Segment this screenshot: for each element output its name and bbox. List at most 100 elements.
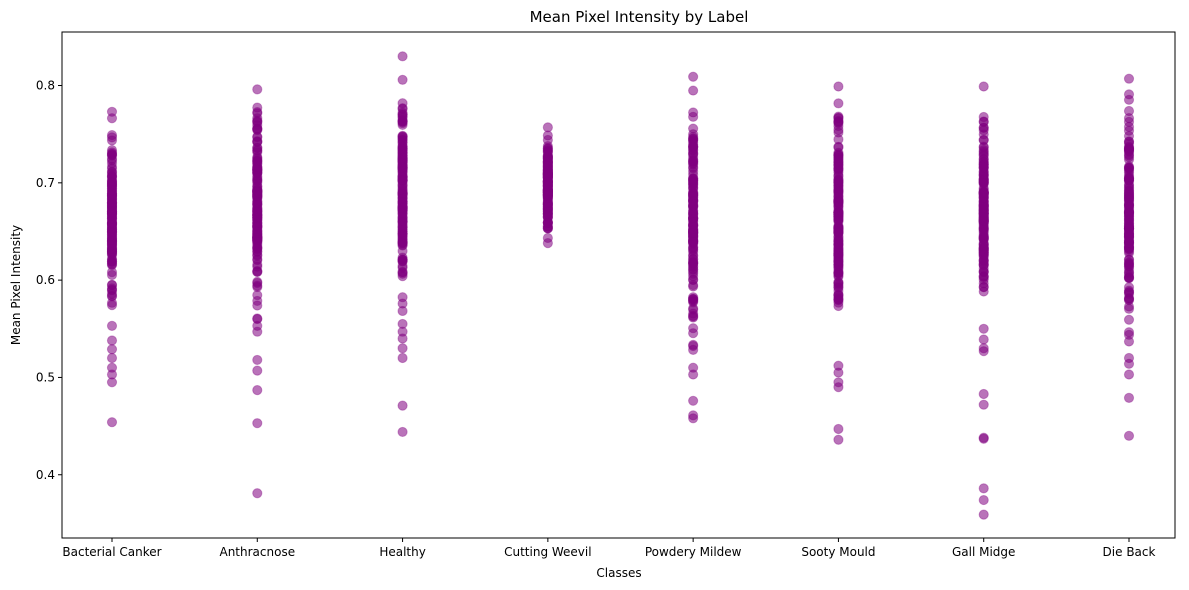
data-point xyxy=(397,298,408,309)
data-point xyxy=(978,399,989,410)
data-point xyxy=(106,113,118,124)
data-point xyxy=(397,140,408,152)
data-point xyxy=(252,186,263,198)
data-point xyxy=(106,239,118,250)
data-point xyxy=(542,190,553,201)
data-point xyxy=(106,284,118,296)
data-point xyxy=(252,177,263,188)
x-tick-label: Anthracnose xyxy=(219,545,295,559)
data-point xyxy=(397,203,408,214)
data-point xyxy=(978,334,989,345)
data-point xyxy=(1123,287,1135,298)
data-point xyxy=(1123,142,1135,154)
data-point xyxy=(106,300,118,311)
data-point xyxy=(252,212,263,223)
x-axis-label: Classes xyxy=(596,566,641,580)
data-point xyxy=(397,185,408,197)
data-point xyxy=(1123,358,1135,369)
data-point xyxy=(252,124,263,135)
x-tick-label: Bacterial Canker xyxy=(62,545,161,559)
data-point xyxy=(688,268,699,279)
data-point xyxy=(1123,392,1135,403)
y-tick-label: 0.8 xyxy=(36,79,55,93)
data-point xyxy=(1123,235,1135,246)
data-point xyxy=(1123,267,1135,278)
data-point xyxy=(1123,113,1135,124)
series-powdery-mildew xyxy=(688,71,699,424)
data-points xyxy=(106,51,1135,520)
y-axis: 0.4 0.5 0.6 0.7 0.8 xyxy=(36,79,62,482)
series-die-back xyxy=(1123,73,1135,441)
data-point xyxy=(978,223,989,235)
data-point xyxy=(688,237,699,248)
data-point xyxy=(833,367,844,378)
data-point xyxy=(542,145,553,156)
data-point xyxy=(397,165,408,176)
data-point xyxy=(833,196,844,207)
data-point xyxy=(397,343,408,354)
data-point xyxy=(978,388,989,400)
data-point xyxy=(252,354,263,366)
data-point xyxy=(688,71,699,82)
series-healthy xyxy=(397,51,408,438)
data-point xyxy=(252,384,263,396)
data-point xyxy=(978,215,989,226)
data-point xyxy=(978,111,989,123)
data-point xyxy=(833,248,844,259)
data-point xyxy=(252,145,263,156)
data-point xyxy=(688,344,699,355)
data-point xyxy=(106,135,118,146)
series-gall-midge xyxy=(978,81,989,520)
data-point xyxy=(978,122,989,134)
data-point xyxy=(397,226,408,237)
data-point xyxy=(397,426,408,438)
data-point xyxy=(833,154,844,165)
series-sooty-mould xyxy=(833,81,844,445)
data-point xyxy=(397,98,408,109)
data-point xyxy=(833,236,844,247)
chart-title: Mean Pixel Intensity by Label xyxy=(530,8,749,26)
data-point xyxy=(1123,221,1135,232)
data-point xyxy=(978,494,989,506)
data-point xyxy=(1123,301,1135,312)
data-point xyxy=(397,51,408,62)
data-point xyxy=(106,248,118,260)
data-point xyxy=(688,129,699,140)
data-point xyxy=(1123,369,1135,380)
data-point xyxy=(106,417,118,428)
data-point xyxy=(688,292,699,303)
data-point xyxy=(252,115,263,126)
data-point xyxy=(833,423,844,435)
data-point xyxy=(1123,73,1135,84)
data-point xyxy=(688,281,699,292)
data-point xyxy=(978,432,989,443)
data-point xyxy=(397,153,408,164)
data-point xyxy=(978,161,989,172)
data-point xyxy=(397,326,408,337)
data-point xyxy=(397,74,408,85)
data-point xyxy=(1123,327,1135,338)
data-point xyxy=(106,184,118,196)
data-point xyxy=(542,211,553,222)
data-point xyxy=(106,206,118,217)
data-point xyxy=(688,156,699,168)
series-cutting-weevil xyxy=(542,122,553,249)
data-point xyxy=(978,81,989,92)
data-point xyxy=(252,320,263,331)
data-point xyxy=(542,171,553,182)
x-tick-label: Healthy xyxy=(379,545,426,559)
data-point xyxy=(106,227,118,238)
data-point xyxy=(542,134,553,146)
data-point xyxy=(252,300,263,311)
y-tick-label: 0.5 xyxy=(36,370,55,384)
data-point xyxy=(978,343,989,354)
data-point xyxy=(978,282,989,293)
data-point xyxy=(978,509,989,520)
data-point xyxy=(688,395,699,406)
data-point xyxy=(106,344,118,355)
data-point xyxy=(1123,199,1135,210)
plot-frame xyxy=(61,31,1176,539)
data-point xyxy=(397,352,408,364)
data-point xyxy=(252,281,263,293)
x-tick-label: Powdery Mildew xyxy=(645,545,742,559)
